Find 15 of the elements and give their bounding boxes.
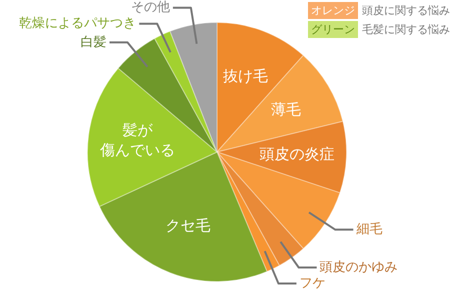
- slice-label: 白髪: [80, 34, 106, 50]
- slice-label: 頭皮の炎症: [260, 145, 335, 164]
- text: 毛髪に関する悩み: [362, 22, 450, 38]
- slice-label: 乾燥によるパサつき: [19, 16, 136, 32]
- slice-label: 頭皮のかゆみ: [320, 260, 398, 275]
- slice-label: クセ毛: [165, 216, 210, 235]
- slice-label: 髪が傷んでいる: [98, 121, 175, 160]
- slice-label: フケ: [299, 276, 326, 291]
- text: グリーン: [308, 21, 358, 38]
- slice-label: その他: [130, 0, 170, 16]
- slice-label: 薄毛: [270, 100, 301, 119]
- slice-label: 細毛: [355, 222, 382, 238]
- text: 頭皮に関する悩み: [362, 3, 450, 19]
- text: オレンジ: [308, 2, 358, 19]
- slice-label: 抜け毛: [223, 66, 268, 85]
